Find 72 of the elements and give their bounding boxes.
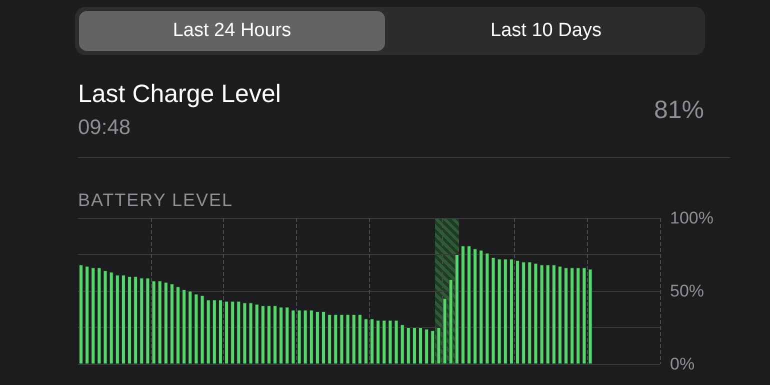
bar bbox=[85, 266, 90, 364]
bar bbox=[564, 268, 568, 364]
bar bbox=[279, 307, 284, 364]
bar bbox=[552, 264, 556, 364]
bar bbox=[382, 320, 386, 364]
bar bbox=[273, 306, 278, 364]
text: Last 10 Days bbox=[490, 20, 602, 42]
bar bbox=[467, 246, 472, 364]
text: Last Charge Level bbox=[78, 80, 281, 109]
bar bbox=[170, 284, 174, 364]
bar bbox=[266, 306, 271, 364]
bar bbox=[315, 311, 320, 364]
bar bbox=[176, 286, 180, 364]
bar bbox=[285, 307, 290, 364]
bar bbox=[497, 258, 502, 364]
bar bbox=[448, 279, 453, 364]
bar bbox=[546, 264, 550, 364]
bar bbox=[509, 258, 514, 364]
bar bbox=[576, 268, 580, 364]
bar bbox=[218, 300, 222, 364]
bar bbox=[522, 262, 526, 364]
bar bbox=[158, 280, 162, 364]
bar bbox=[516, 260, 520, 364]
bar bbox=[400, 324, 404, 364]
bar bbox=[115, 274, 120, 364]
bar bbox=[570, 268, 574, 364]
bar bbox=[212, 300, 216, 364]
text: 09:48 bbox=[78, 116, 131, 140]
bar bbox=[334, 314, 338, 364]
bar bbox=[376, 320, 380, 364]
bar bbox=[206, 300, 210, 364]
bar bbox=[558, 266, 562, 364]
bar bbox=[479, 250, 484, 364]
bar bbox=[91, 268, 96, 364]
y-tick-label: 50% bbox=[670, 282, 704, 300]
y-tick-label: 100% bbox=[670, 208, 714, 228]
text: 81% bbox=[654, 96, 704, 125]
bar bbox=[230, 301, 235, 364]
bar bbox=[322, 311, 326, 364]
bar bbox=[140, 278, 144, 364]
y-tick-label: 0% bbox=[670, 354, 695, 374]
bar bbox=[528, 262, 532, 364]
bar bbox=[406, 328, 410, 364]
bar bbox=[121, 274, 126, 364]
bar bbox=[303, 310, 308, 364]
bar bbox=[182, 290, 186, 364]
bar bbox=[164, 282, 168, 364]
bar bbox=[260, 306, 265, 364]
bar bbox=[364, 318, 368, 364]
bar bbox=[128, 276, 132, 364]
bar bbox=[418, 328, 423, 364]
bar bbox=[370, 318, 374, 364]
bar bbox=[460, 246, 465, 364]
bar bbox=[430, 330, 435, 364]
bar bbox=[352, 314, 356, 364]
bar bbox=[424, 328, 429, 364]
text: Last 24 Hours bbox=[172, 20, 292, 42]
bar bbox=[309, 310, 314, 364]
bar bbox=[328, 314, 332, 364]
bar bbox=[412, 328, 416, 364]
bar bbox=[79, 264, 84, 364]
bar bbox=[454, 254, 459, 364]
bar bbox=[473, 248, 478, 364]
bar bbox=[188, 291, 192, 364]
bar bbox=[109, 272, 114, 364]
bar bbox=[254, 304, 259, 364]
bar bbox=[236, 301, 241, 364]
chart-title: BATTERY LEVEL bbox=[78, 190, 234, 211]
bar bbox=[358, 314, 362, 364]
bar bbox=[224, 301, 229, 364]
bar bbox=[134, 276, 138, 364]
bar bbox=[503, 258, 508, 364]
